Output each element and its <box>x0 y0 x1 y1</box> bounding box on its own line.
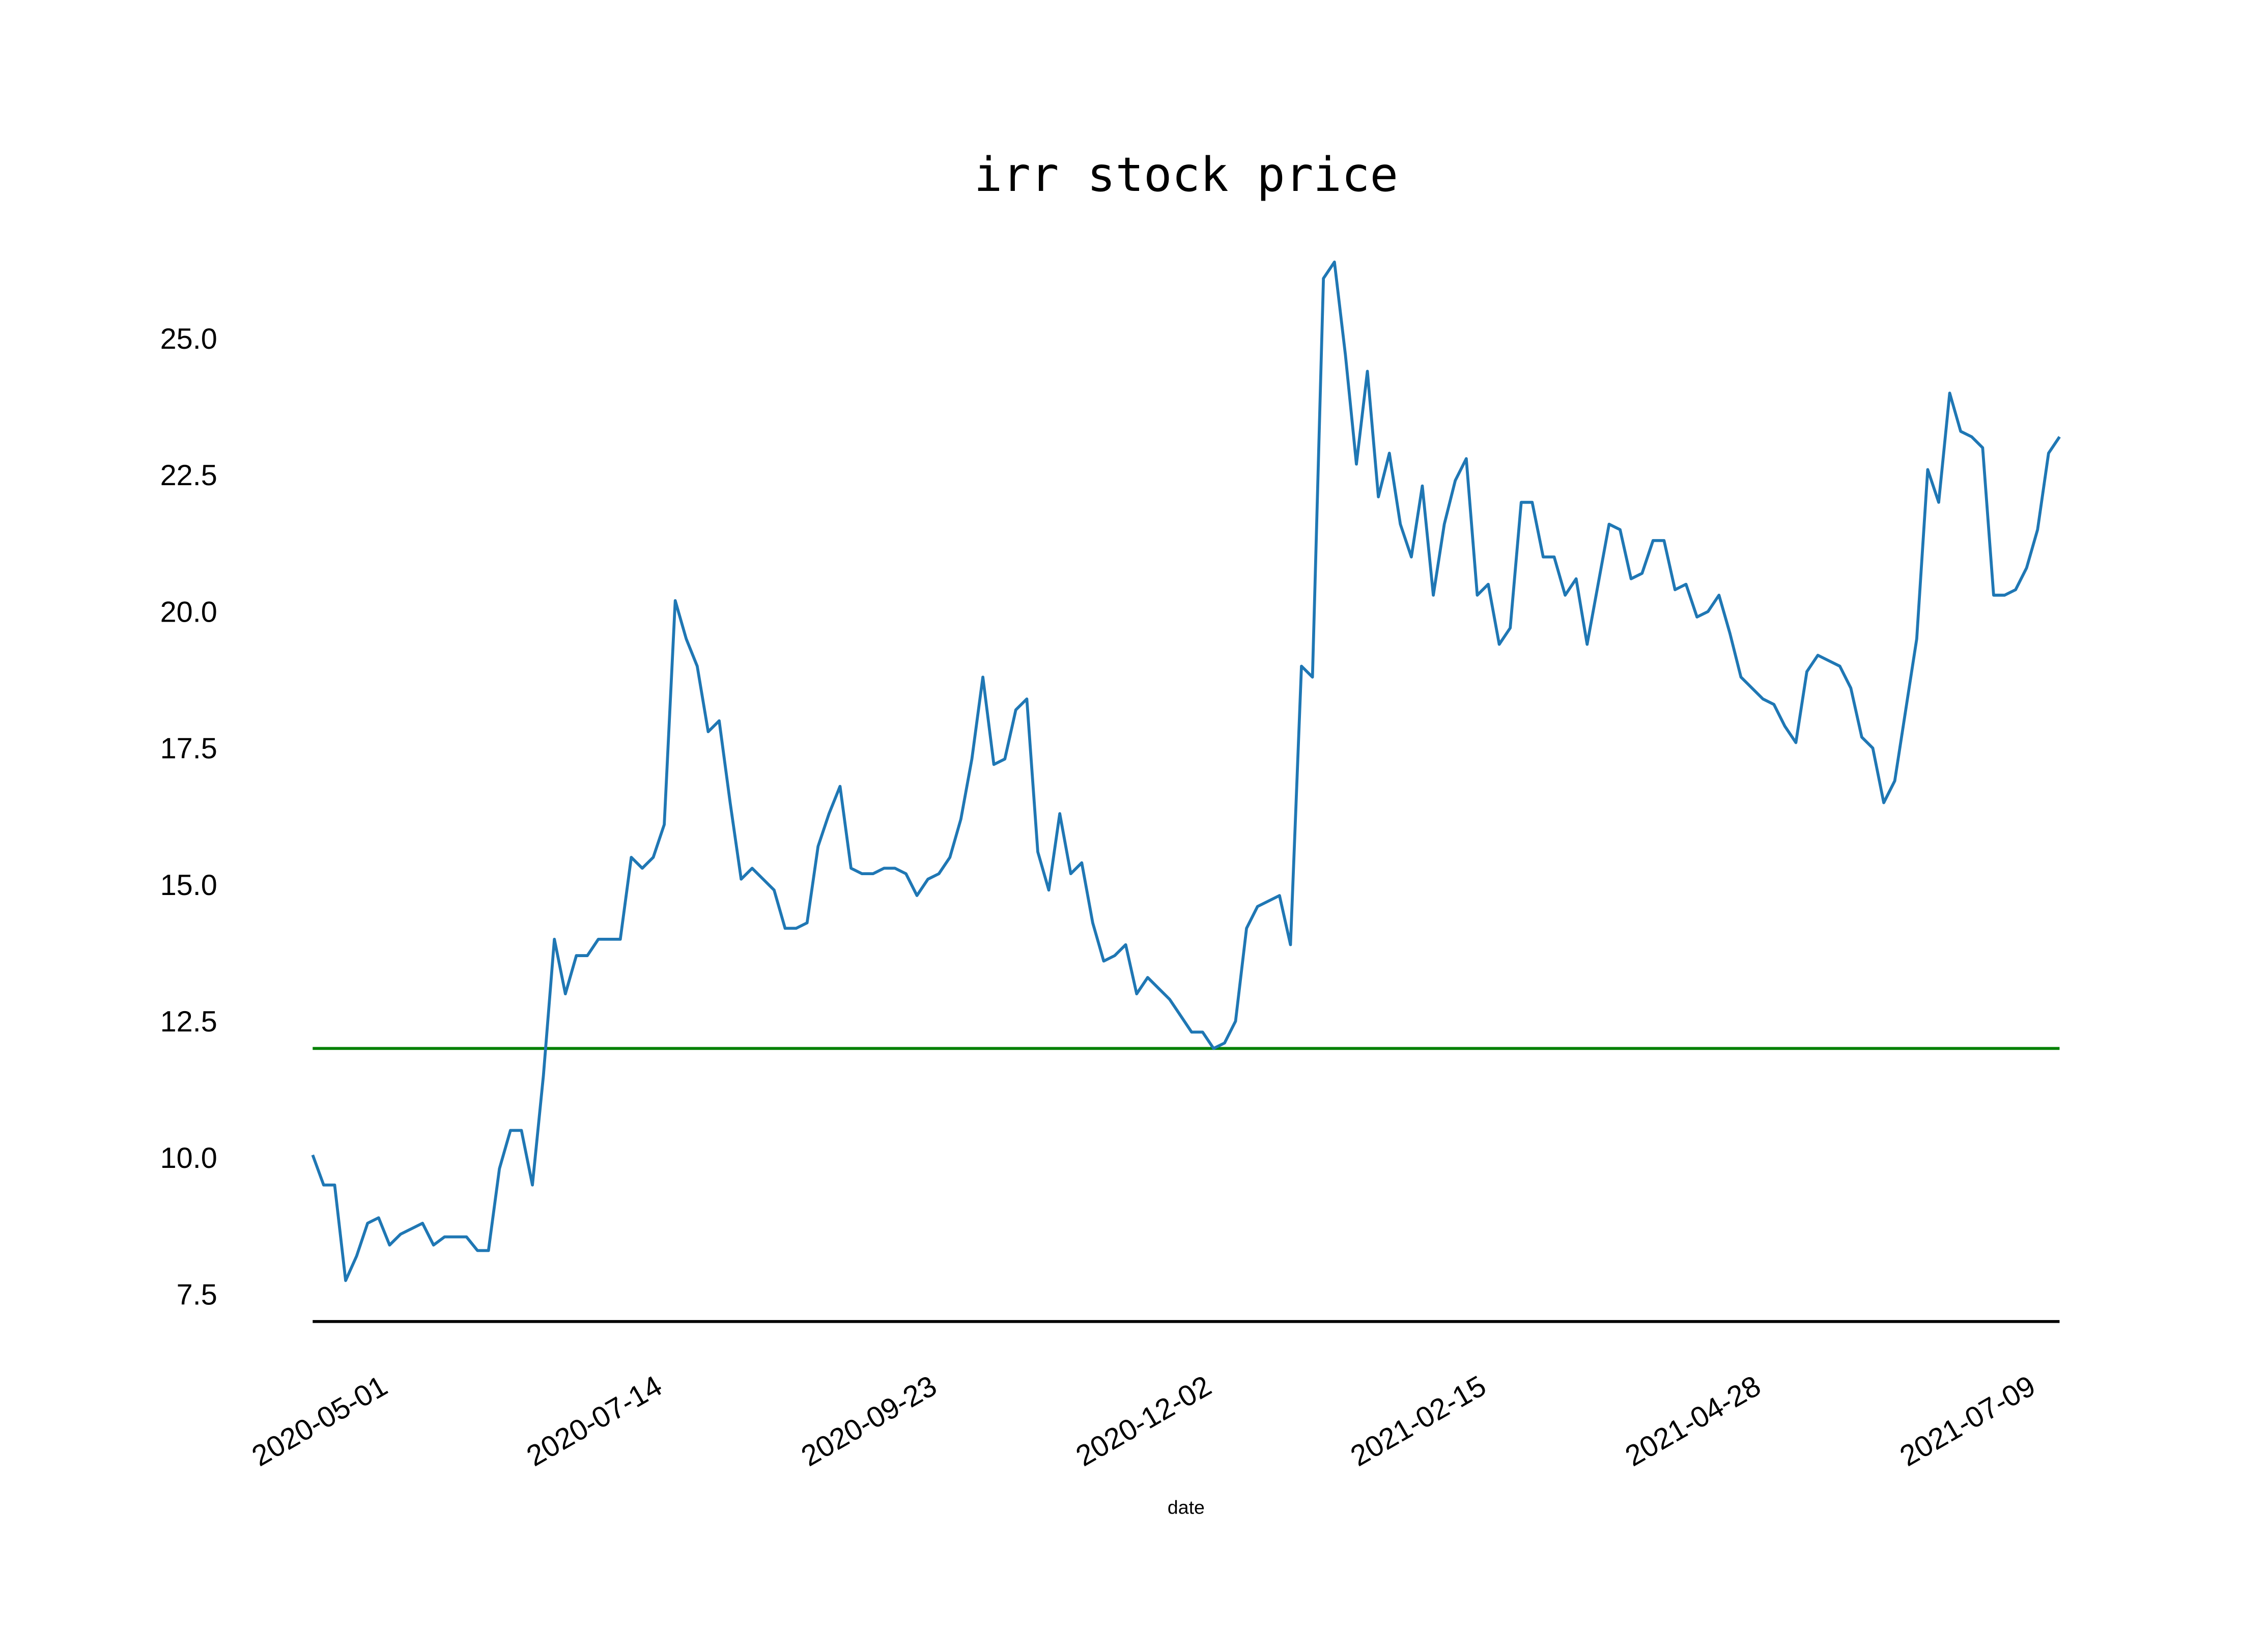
price-line <box>311 260 2061 1282</box>
y-tick-label: 25.0 <box>160 323 217 355</box>
y-tick-label: 22.5 <box>160 459 217 492</box>
y-tick-label: 12.5 <box>160 1005 217 1038</box>
x-tick-label: 2020-07-14 <box>521 1369 667 1473</box>
y-tick-label: 20.0 <box>160 596 217 628</box>
y-tick-label: 10.0 <box>160 1142 217 1175</box>
y-tick-label: 15.0 <box>160 869 217 902</box>
chart-title: irr stock price <box>974 147 1398 202</box>
x-tick-label: 2020-12-02 <box>1070 1369 1216 1473</box>
y-tick-label: 7.5 <box>177 1278 217 1311</box>
x-tick-label: 2021-07-09 <box>1894 1369 2040 1473</box>
x-tick-label: 2020-09-23 <box>796 1369 942 1473</box>
x-tick-label: 2020-05-01 <box>246 1369 392 1473</box>
y-tick-label: 17.5 <box>160 733 217 765</box>
x-axis-label: date <box>1168 1497 1205 1518</box>
x-tick-label: 2021-04-28 <box>1620 1369 1766 1473</box>
x-tick-label: 2021-02-15 <box>1345 1369 1491 1473</box>
